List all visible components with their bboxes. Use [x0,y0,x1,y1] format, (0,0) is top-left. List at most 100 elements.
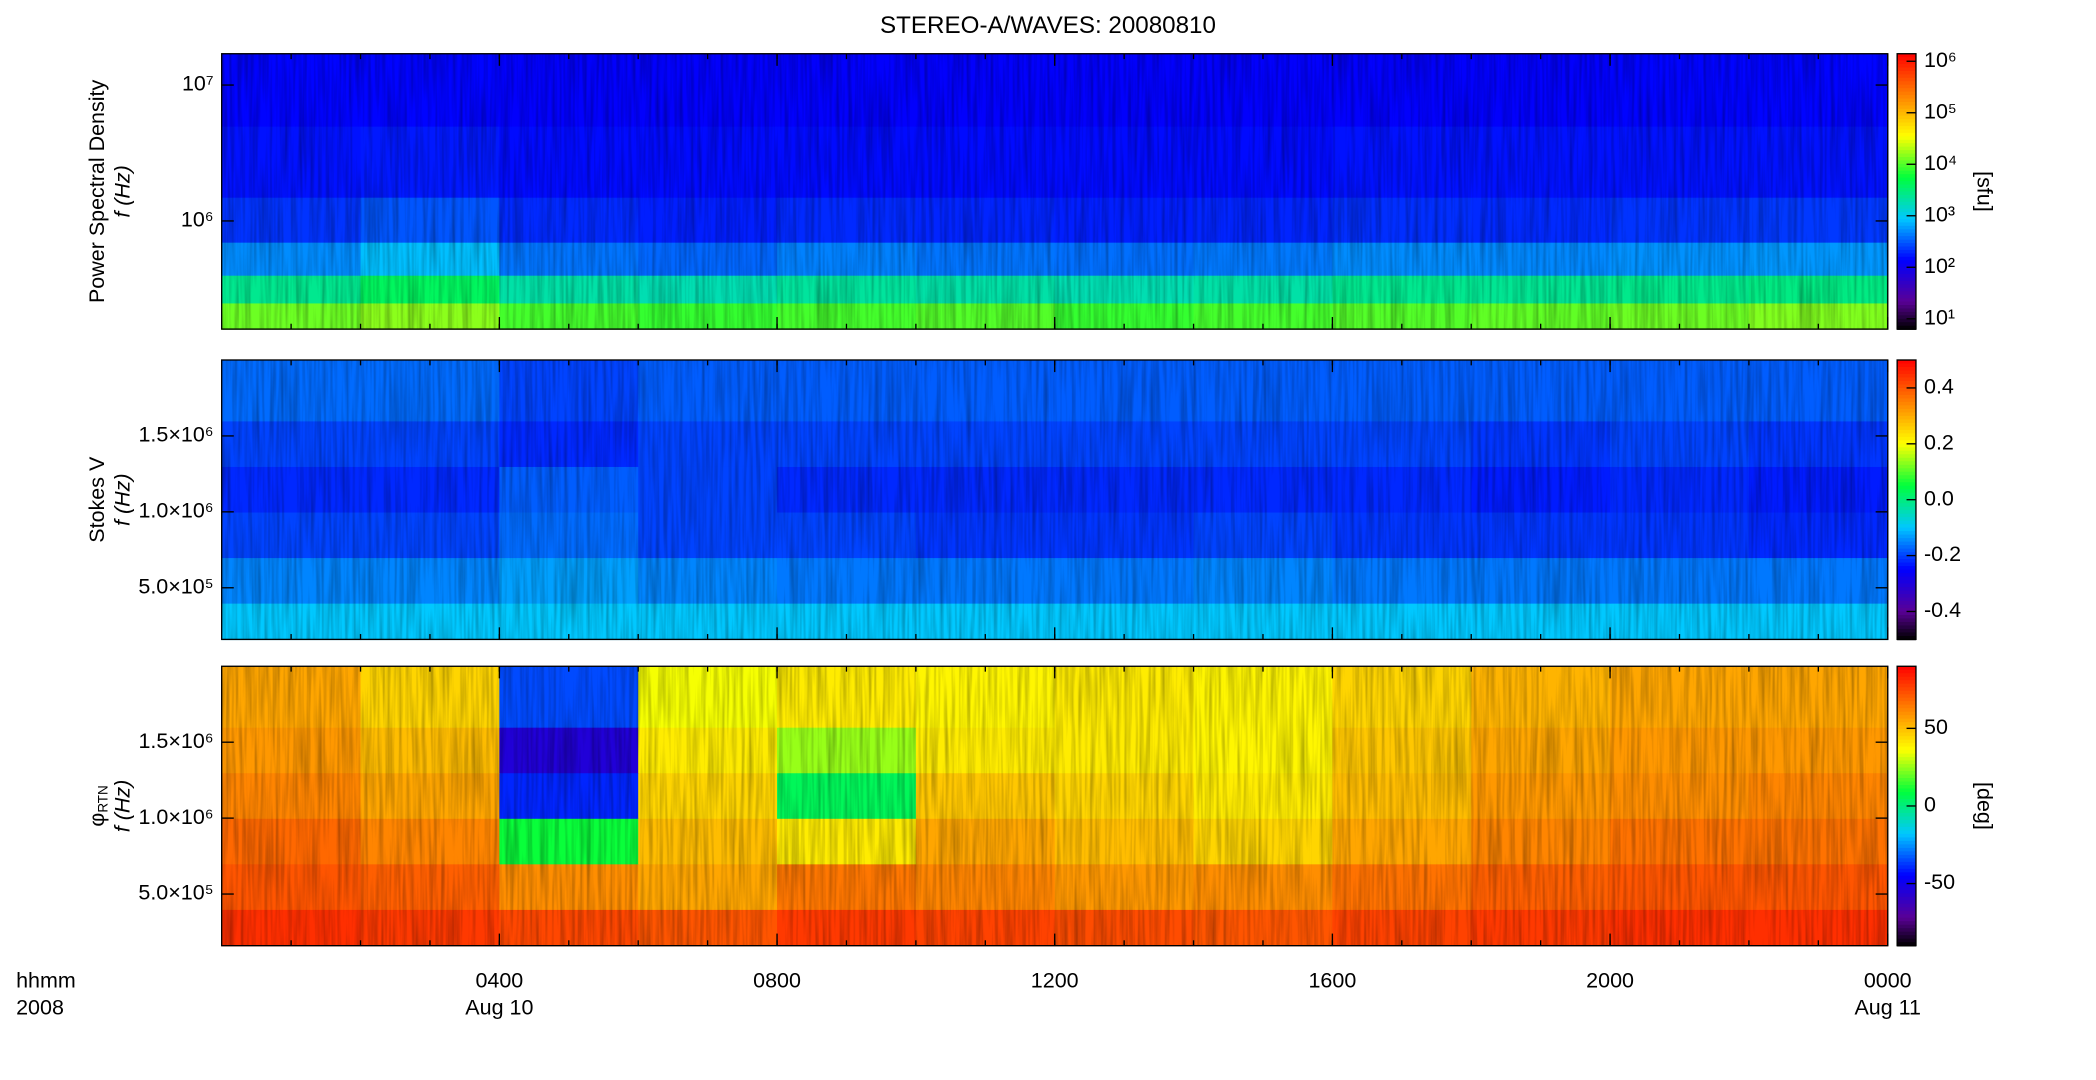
colorbar-strip [1897,105,1916,110]
colorbar-strip [1897,559,1916,564]
texture [221,360,1888,640]
x-tick-label: 0800 [753,969,801,993]
colorbar-strip [1897,170,1916,176]
colorbar-strip [1897,253,1916,258]
colorbar-strip [1897,875,1916,881]
colorbar-strip [1897,91,1916,96]
colorbar-strip [1897,194,1916,200]
texture [221,53,1888,330]
colorbar-strip [1897,412,1916,417]
colorbar-strip [1897,666,1916,671]
colorbar-strip [1897,256,1916,262]
colorbar-strip [1897,485,1916,491]
colorbar-strip [1897,201,1916,206]
y-label-2: f (Hz) [110,165,134,218]
colorbar-strip [1897,531,1916,536]
y-tick-label: 1.5×10⁶ [138,729,213,753]
colorbar-strip [1897,914,1916,919]
colorbar-strip [1897,580,1916,585]
colorbar-strip [1897,503,1916,508]
colorbar-strip [1897,415,1916,421]
colorbar-tick-label: -0.2 [1924,542,1961,566]
colorbar-tick-label: -50 [1924,870,1955,894]
y-label-text: φ [85,813,109,827]
colorbar-strip [1897,489,1916,494]
colorbar-strip [1897,215,1916,220]
colorbar-strip [1897,635,1916,641]
colorbar-strip [1897,694,1916,699]
colorbar-strip [1897,433,1916,438]
colorbar-strip [1897,683,1916,689]
colorbar-strip [1897,294,1916,299]
colorbar-strip [1897,373,1916,379]
colorbar-strip [1897,823,1916,828]
colorbar-strip [1897,791,1916,797]
colorbar-strip [1897,191,1916,196]
colorbar-strip [1897,573,1916,578]
colorbar-strip [1897,767,1916,772]
colorbar-tick-label: 0 [1924,793,1936,817]
y-tick-label: 1.5×10⁶ [138,423,213,447]
colorbar-strip [1897,534,1916,539]
colorbar-strip [1897,704,1916,709]
colorbar-strip [1897,81,1916,86]
colorbar-strip [1897,380,1916,386]
colorbar-strip [1897,583,1916,588]
colorbar-tick-label: 10⁶ [1924,48,1957,72]
colorbar-strip [1897,88,1916,93]
y-tick-label: 5.0×10⁵ [138,574,213,598]
colorbar-strip [1897,408,1916,414]
colorbar-strip [1897,840,1916,846]
colorbar-strip [1897,143,1916,148]
colorbar-strip [1897,454,1916,459]
colorbar-strip [1897,628,1916,634]
colorbar-strip [1897,809,1916,814]
colorbar-strip [1897,249,1916,255]
colorbar-tick-label: -0.4 [1924,598,1961,622]
y-label: Stokes V [85,456,109,543]
colorbar-strip [1897,429,1916,435]
colorbar-strip [1897,847,1916,853]
colorbar-strip [1897,868,1916,874]
colorbar-tick-label: 0.0 [1924,486,1954,510]
colorbar-strip [1897,669,1916,675]
colorbar-strip [1897,70,1916,76]
colorbar-strip [1897,722,1916,727]
colorbar-strip [1897,697,1916,703]
colorbar-strip [1897,301,1916,306]
texture [221,666,1888,946]
colorbar-strip [1897,562,1916,567]
colorbar-strip [1897,464,1916,470]
colorbar-strip [1897,112,1916,117]
colorbar-strip [1897,541,1916,546]
colorbar-strip [1897,167,1916,172]
colorbar-strip [1897,781,1916,786]
colorbar-strip [1897,132,1916,138]
colorbar-strip [1897,325,1916,330]
colorbar-strip [1897,774,1916,779]
colorbar-label: [sfu] [1972,171,1996,212]
colorbar-strip [1897,524,1916,529]
colorbar-strip [1897,816,1916,821]
colorbar-strip [1897,798,1916,804]
colorbar-strip [1897,60,1916,65]
colorbar-strip [1897,284,1916,289]
colorbar-strip [1897,177,1916,182]
colorbar-strip [1897,478,1916,484]
colorbar-strip [1897,830,1916,835]
colorbar-strip [1897,858,1916,863]
y-tick-label: 10⁶ [181,208,214,232]
colorbar-strip [1897,844,1916,849]
colorbar-strip [1897,239,1916,244]
colorbar-strip [1897,729,1916,734]
colorbar-strip [1897,457,1916,463]
colorbar-strip [1897,687,1916,692]
colorbar-strip [1897,611,1916,616]
colorbar-strip [1897,587,1916,592]
colorbar-strip [1897,122,1916,127]
colorbar-strip [1897,566,1916,571]
colorbar-strip [1897,222,1916,227]
colorbar-strip [1897,673,1916,678]
colorbar-strip [1897,907,1916,912]
colorbar-strip [1897,291,1916,296]
